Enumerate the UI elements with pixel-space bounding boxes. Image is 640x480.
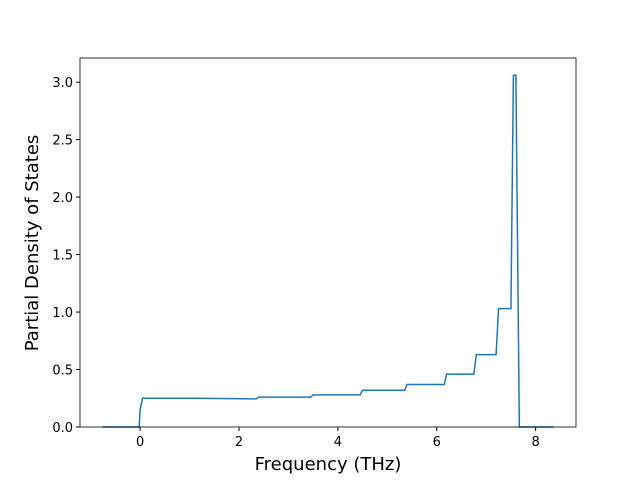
y-tick-label: 2.5: [52, 134, 73, 149]
x-tick-label: 6: [433, 435, 441, 450]
data-line: [102, 74, 554, 428]
y-axis-label: Partial Density of States: [22, 135, 43, 352]
x-axis-label: Frequency (THz): [255, 454, 402, 475]
y-tick-label: 2.0: [52, 191, 73, 206]
x-tick-label: 2: [235, 435, 243, 450]
y-tick-label: 1.0: [52, 306, 73, 321]
axes-frame: [79, 57, 577, 428]
x-tick-label: 8: [532, 435, 540, 450]
y-tick-label: 1.5: [52, 249, 73, 264]
y-tick-label: 3.0: [52, 76, 73, 91]
x-tick-label: 0: [136, 435, 144, 450]
x-tick-label: 4: [334, 435, 342, 450]
y-tick-label: 0.5: [52, 364, 73, 379]
y-tick-label: 0.0: [52, 421, 73, 436]
